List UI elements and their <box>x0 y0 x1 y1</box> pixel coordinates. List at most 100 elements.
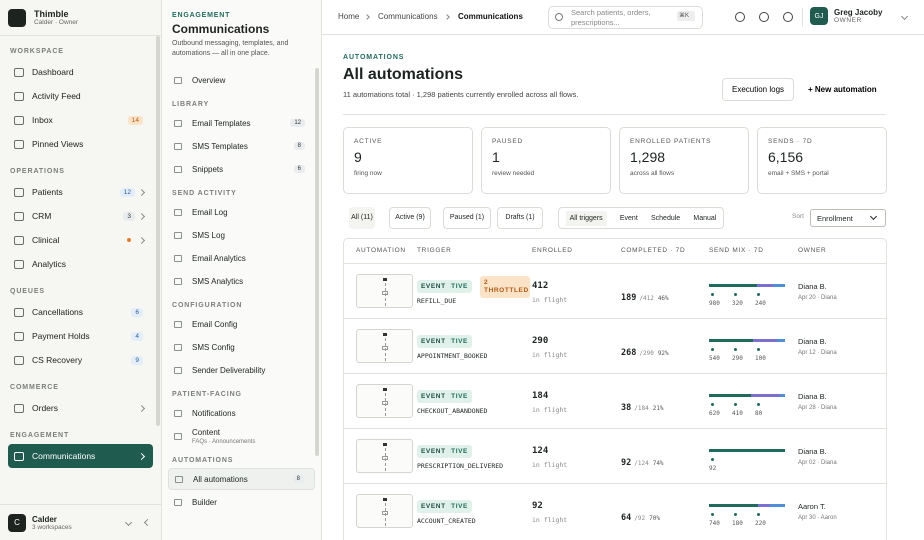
sub-nav-item[interactable]: Builder <box>168 491 315 513</box>
sub-nav-item[interactable]: Snippets 6 <box>168 158 315 180</box>
flow-node <box>383 498 387 501</box>
trigger-filter[interactable]: Schedule <box>650 214 681 222</box>
owner: Diana B. <box>798 447 827 456</box>
flow-thumbnail <box>356 439 413 473</box>
badge: 12 <box>290 119 305 127</box>
completed: 189/412 46% <box>621 287 669 305</box>
trigger-filter[interactable]: Event <box>619 214 638 222</box>
trigger-filter[interactable]: All triggers <box>565 210 607 226</box>
nav-item[interactable]: Pinned Views <box>8 132 153 156</box>
search-box[interactable]: Search patients, orders, prescriptions..… <box>548 6 703 29</box>
completed-count: 64 <box>621 513 632 523</box>
mix-dot <box>734 293 737 296</box>
section-title: WORKSPACE <box>10 48 64 55</box>
secondary-button[interactable]: Execution logs <box>722 78 794 101</box>
owner: Diana B. <box>798 392 827 401</box>
sub-nav-item[interactable]: SMS Config <box>168 336 315 358</box>
status-text: ACTIVE <box>447 338 468 345</box>
sub-nav-item[interactable]: Overview <box>168 69 315 91</box>
completed-pct: 21% <box>652 405 664 412</box>
nav-label: SMS Analytics <box>192 276 244 286</box>
nav-text: SMS Analytics <box>192 275 309 288</box>
table-row[interactable]: EVENTACTIVE APPOINTMENT_BOOKED 290 in fligh… <box>343 318 886 373</box>
sub-nav-item[interactable]: All automations 8 <box>168 468 315 490</box>
sub-nav-item[interactable]: Email Analytics <box>168 247 315 269</box>
enrolled: 92 <box>532 501 543 511</box>
nav-item[interactable]: CS Recovery 9 <box>8 348 153 372</box>
sub-nav-item[interactable]: Content FAQs · Announcements <box>168 425 315 447</box>
stat-card: ENROLLED PATIENTS 1,298 across all flows <box>619 127 749 194</box>
sub-nav-item[interactable]: Notifications <box>168 402 315 424</box>
search-icon <box>555 13 563 21</box>
breadcrumb-item[interactable]: Home <box>338 12 360 21</box>
mix-dot <box>734 513 737 516</box>
badge: 8 <box>293 142 305 150</box>
user-menu[interactable]: GJ Greg Jacoby OWNER <box>810 7 910 25</box>
icon <box>174 277 182 285</box>
mix-dot <box>734 403 737 406</box>
table-row[interactable]: EVENTACTIVE PRESCRIPTION_DELIVERED 124 in f… <box>343 428 886 483</box>
trigger-filter[interactable]: Manual <box>693 214 717 222</box>
icon <box>14 307 24 317</box>
icon <box>14 259 24 269</box>
nav-item[interactable]: Inbox 14 <box>8 108 153 132</box>
column-header: TRIGGER <box>417 247 452 254</box>
mix-segment <box>709 394 752 397</box>
completed-of: /92 <box>634 515 646 522</box>
sub-nav-item[interactable]: Email Templates 12 <box>168 112 315 134</box>
stat-card: SENDS · 7D 6,156 email + SMS + portal <box>757 127 887 194</box>
nav-item[interactable]: Payment Holds 4 <box>8 324 153 348</box>
nav-item[interactable]: Analytics <box>8 252 153 276</box>
toolbar-icon[interactable] <box>735 12 745 22</box>
status-dot <box>127 238 131 242</box>
breadcrumb-item[interactable]: Communications <box>378 12 438 21</box>
status-filter[interactable]: Paused (1) <box>443 207 491 229</box>
completed-pct: 92% <box>657 350 669 357</box>
column-header: COMPLETED · 7D <box>621 247 686 254</box>
nav-item[interactable]: Activity Feed <box>8 84 153 108</box>
table-row[interactable]: EVENTACTIVE 2 THROTTLED REFILL_DUE 412 in fl… <box>343 263 886 318</box>
nav-item[interactable]: Dashboard <box>8 60 153 84</box>
sub-nav-item[interactable]: SMS Analytics <box>168 270 315 292</box>
nav-item[interactable]: Cancellations 6 <box>8 300 153 324</box>
sub-nav-item[interactable]: SMS Templates 8 <box>168 135 315 157</box>
eyebrow: AUTOMATIONS <box>343 54 405 61</box>
primary-button[interactable]: + New automation <box>800 78 886 101</box>
sort-select[interactable]: Enrollment <box>810 209 886 227</box>
toolbar-icon[interactable] <box>759 12 769 22</box>
nav-item[interactable]: Communications <box>8 444 153 468</box>
page-subtitle: 11 automations total · 1,298 patients cu… <box>343 90 579 99</box>
nav-label: Payment Holds <box>32 331 90 341</box>
mix-segment <box>709 449 785 452</box>
badge: 4 <box>131 331 143 341</box>
status-filter[interactable]: All (11) <box>349 207 375 229</box>
user-role: OWNER <box>834 17 862 24</box>
breadcrumb-item[interactable]: Communications <box>458 12 523 21</box>
table-row[interactable]: EVENTACTIVE ACCOUNT_CREATED 92 in flight 64/… <box>343 483 886 538</box>
status-filter[interactable]: Active (9) <box>389 207 431 229</box>
mix-segment <box>776 339 785 342</box>
nav-item[interactable]: Clinical <box>8 228 153 252</box>
workspace-count: 3 workspaces <box>32 523 72 531</box>
table-row[interactable]: EVENTACTIVE CHECKOUT_ABANDONED 184 in fligh… <box>343 373 886 428</box>
chevron <box>137 212 146 220</box>
section-title: OPERATIONS <box>10 168 65 175</box>
status-filter[interactable]: Drafts (1) <box>497 207 543 229</box>
nav-item[interactable]: Patients 12 <box>8 180 153 204</box>
nav-item[interactable]: Orders <box>8 396 153 420</box>
sub-nav-item[interactable]: Sender Deliverability <box>168 359 315 381</box>
sub-nav-item[interactable]: Email Config <box>168 313 315 335</box>
flow-thumbnail <box>356 329 413 363</box>
stat-value: 1 <box>492 149 500 165</box>
icon <box>14 67 24 77</box>
workspace-switcher[interactable]: C Calder 3 workspaces <box>0 504 161 540</box>
icon <box>14 235 24 245</box>
sub-title: Communications <box>172 22 270 36</box>
nav-item[interactable]: CRM 3 <box>8 204 153 228</box>
sub-nav-item[interactable]: Email Log <box>168 201 315 223</box>
badge: 6 <box>293 165 305 173</box>
sub-nav-item[interactable]: SMS Log <box>168 224 315 246</box>
enrolled: 124 <box>532 446 549 456</box>
toolbar-icon[interactable] <box>783 12 793 22</box>
